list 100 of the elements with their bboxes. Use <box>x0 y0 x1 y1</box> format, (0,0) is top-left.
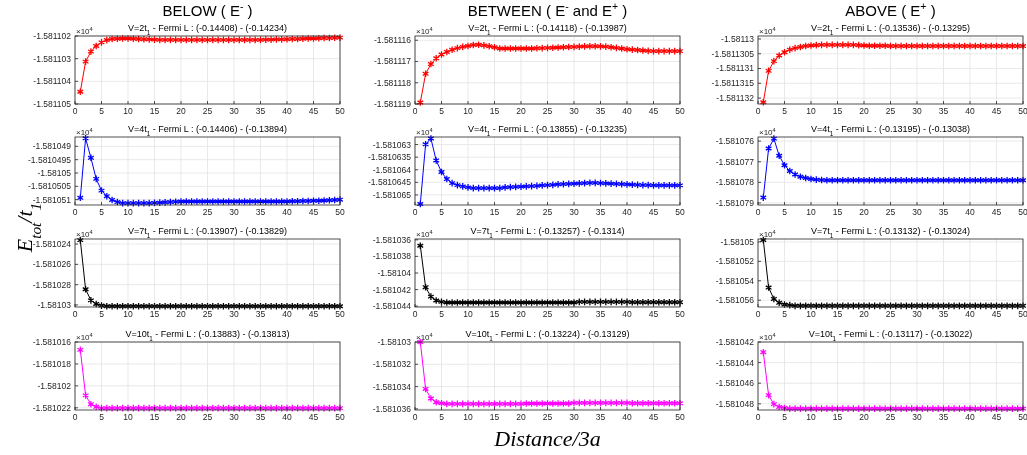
point <box>464 399 472 408</box>
point <box>225 302 233 311</box>
point <box>977 42 985 50</box>
point <box>929 404 937 413</box>
point <box>204 35 211 44</box>
x-tick-label: 10 <box>123 309 133 319</box>
point <box>902 404 910 413</box>
point <box>459 42 467 51</box>
point <box>796 301 804 310</box>
point <box>892 176 900 185</box>
x-tick-label: 30 <box>569 106 579 116</box>
point <box>304 302 312 311</box>
point <box>971 176 979 185</box>
point <box>902 42 910 50</box>
point <box>528 298 536 307</box>
point <box>865 404 873 413</box>
point <box>628 298 636 307</box>
point <box>172 35 180 44</box>
point <box>257 197 264 206</box>
point <box>491 399 498 408</box>
x-tick-label: 5 <box>99 106 105 116</box>
point <box>246 35 254 44</box>
point <box>998 404 1006 413</box>
y-tick-label: -1.581052 <box>715 256 755 267</box>
point <box>299 34 307 43</box>
point <box>575 179 583 188</box>
point <box>586 297 594 306</box>
x-tick-label: 20 <box>516 207 526 217</box>
x-tick-label: 50 <box>1018 309 1027 319</box>
point <box>818 176 826 185</box>
x-tick-label: 45 <box>991 207 1002 217</box>
y-tick-label: -1.5811315 <box>711 78 755 89</box>
point <box>918 301 926 310</box>
x-tick-label: 20 <box>176 207 186 217</box>
x-tick-label: 45 <box>991 309 1002 319</box>
point <box>496 184 504 193</box>
x-tick-label: 40 <box>282 106 292 116</box>
point <box>299 302 307 311</box>
x-tick-label: 35 <box>938 207 949 217</box>
x-tick-label: 20 <box>176 106 186 116</box>
chart-title: V=4t$_{1}$ - Fermi L : (-0.13195) - (-0.13038) <box>811 124 970 137</box>
point <box>786 45 794 54</box>
x-tick-label: 35 <box>938 412 949 422</box>
annotation: ×10$^{4}$ <box>76 229 93 239</box>
point <box>618 180 626 189</box>
y-tick-label: -1.58102 <box>37 380 72 391</box>
point <box>612 398 620 407</box>
point <box>807 41 815 50</box>
point <box>257 35 264 44</box>
y-tick-label: -1.581018 <box>32 358 72 369</box>
point <box>262 197 270 206</box>
point <box>892 301 900 310</box>
point <box>908 404 916 413</box>
point <box>230 197 238 206</box>
point <box>283 197 291 206</box>
point <box>267 302 275 311</box>
x-tick-label: 10 <box>806 207 816 217</box>
x-tick-label: 40 <box>622 207 632 217</box>
point <box>897 301 905 310</box>
x-tick-label: 25 <box>202 412 213 422</box>
chart-title: BELOW ( E$^{-}$ ) <box>162 0 253 19</box>
point <box>464 298 472 307</box>
point <box>145 35 153 44</box>
point <box>849 301 857 310</box>
point <box>512 298 520 307</box>
point <box>422 69 430 78</box>
point <box>597 297 604 306</box>
point <box>998 301 1006 310</box>
x-tick-label: 0 <box>755 412 761 422</box>
x-tick-label: 10 <box>123 207 133 217</box>
y-tick-label: -1.581065 <box>372 189 412 200</box>
point <box>575 42 583 51</box>
point <box>485 399 493 408</box>
point <box>876 176 884 185</box>
point <box>219 197 227 206</box>
point <box>961 176 969 185</box>
x-tick-label: 0 <box>72 309 78 319</box>
point <box>987 176 995 185</box>
point <box>908 176 916 185</box>
point <box>828 301 836 310</box>
point <box>823 176 831 185</box>
point <box>644 46 652 55</box>
y-tick-label: -1.581022 <box>32 402 72 413</box>
x-tick-label: 20 <box>176 412 186 422</box>
point <box>607 297 615 306</box>
point <box>581 398 589 407</box>
point <box>443 47 451 56</box>
x-tick-label: 0 <box>412 106 418 116</box>
point <box>634 298 642 307</box>
point <box>496 44 504 53</box>
x-tick-label: 15 <box>489 309 500 319</box>
x-tick-label: 25 <box>202 106 213 116</box>
point <box>87 296 95 305</box>
point <box>219 35 227 44</box>
x-tick-label: 25 <box>542 207 553 217</box>
y-tick-label: -1.581077 <box>715 156 755 167</box>
point <box>955 404 963 413</box>
point <box>225 35 233 44</box>
point <box>92 300 100 308</box>
point <box>103 36 111 45</box>
